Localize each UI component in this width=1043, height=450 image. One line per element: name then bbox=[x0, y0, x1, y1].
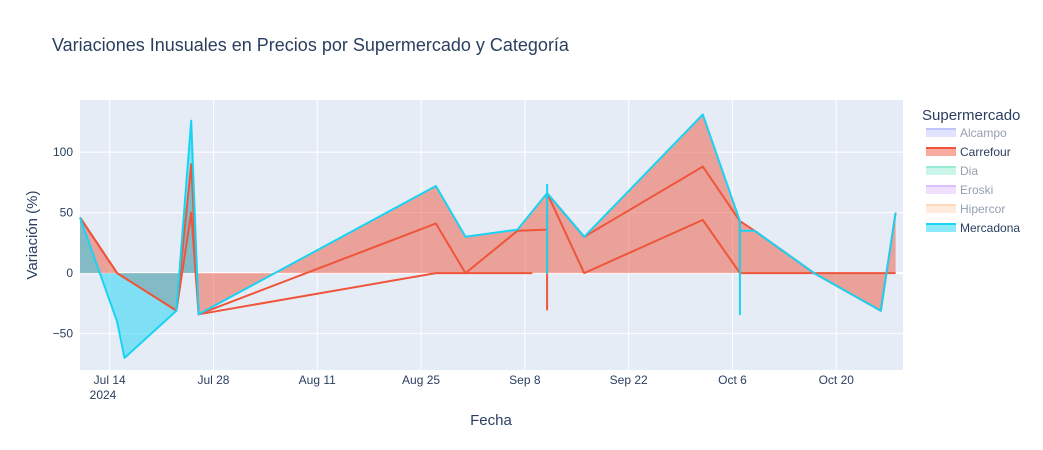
legend-swatch bbox=[926, 166, 956, 175]
legend-item-carrefour[interactable]: Carrefour bbox=[926, 145, 1011, 159]
data-layer bbox=[79, 113, 897, 359]
legend: Supermercado Alcampo Carrefour Dia Eroski Hi… bbox=[922, 107, 1020, 235]
y-tick-label: −50 bbox=[53, 327, 74, 341]
legend-item-hipercor[interactable]: Hipercor bbox=[926, 202, 1005, 216]
legend-label: Dia bbox=[960, 164, 978, 178]
legend-item-eroski[interactable]: Eroski bbox=[926, 183, 993, 197]
legend-label: Alcampo bbox=[960, 126, 1007, 140]
x-tick-label: Oct 6 bbox=[718, 373, 747, 387]
legend-label: Eroski bbox=[960, 183, 993, 197]
y-tick-label: 100 bbox=[53, 145, 73, 159]
x-tick-label: Jul 14 bbox=[94, 373, 126, 387]
legend-label: Carrefour bbox=[960, 145, 1011, 159]
x-tick-label: Sep 8 bbox=[509, 373, 541, 387]
x-tick-label: Aug 11 bbox=[299, 373, 336, 387]
x-tick-label: Sep 22 bbox=[610, 373, 648, 387]
legend-item-mercadona[interactable]: Mercadona bbox=[926, 221, 1020, 235]
line-mercadona bbox=[79, 113, 897, 359]
legend-swatch bbox=[926, 223, 956, 232]
y-ticks: −50 0 50 100 bbox=[53, 145, 74, 341]
x-axis-title: Fecha bbox=[470, 412, 512, 429]
y-tick-label: 50 bbox=[60, 206, 74, 220]
x-tick-label: Oct 20 bbox=[819, 373, 855, 387]
legend-item-alcampo[interactable]: Alcampo bbox=[926, 126, 1007, 140]
chart-title: Variaciones Inusuales en Precios por Sup… bbox=[52, 35, 570, 55]
legend-label: Mercadona bbox=[960, 221, 1020, 235]
x-ticks: Jul 14 Jul 28 Aug 11 Aug 25 Sep 8 Sep 22 Oct 6… bbox=[94, 373, 855, 387]
legend-label: Hipercor bbox=[960, 202, 1005, 216]
x-tick-label: Aug 25 bbox=[402, 373, 440, 387]
legend-item-dia[interactable]: Dia bbox=[926, 164, 978, 178]
legend-swatch bbox=[926, 147, 956, 156]
y-tick-label: 0 bbox=[66, 266, 73, 280]
legend-title: Supermercado bbox=[922, 107, 1020, 124]
y-axis-title: Variación (%) bbox=[24, 191, 41, 280]
legend-swatch bbox=[926, 128, 956, 137]
x-tick-label: Jul 28 bbox=[197, 373, 229, 387]
area-carrefour bbox=[80, 114, 896, 315]
legend-swatch bbox=[926, 204, 956, 213]
x-year-label: 2024 bbox=[90, 388, 117, 402]
legend-swatch bbox=[926, 185, 956, 194]
